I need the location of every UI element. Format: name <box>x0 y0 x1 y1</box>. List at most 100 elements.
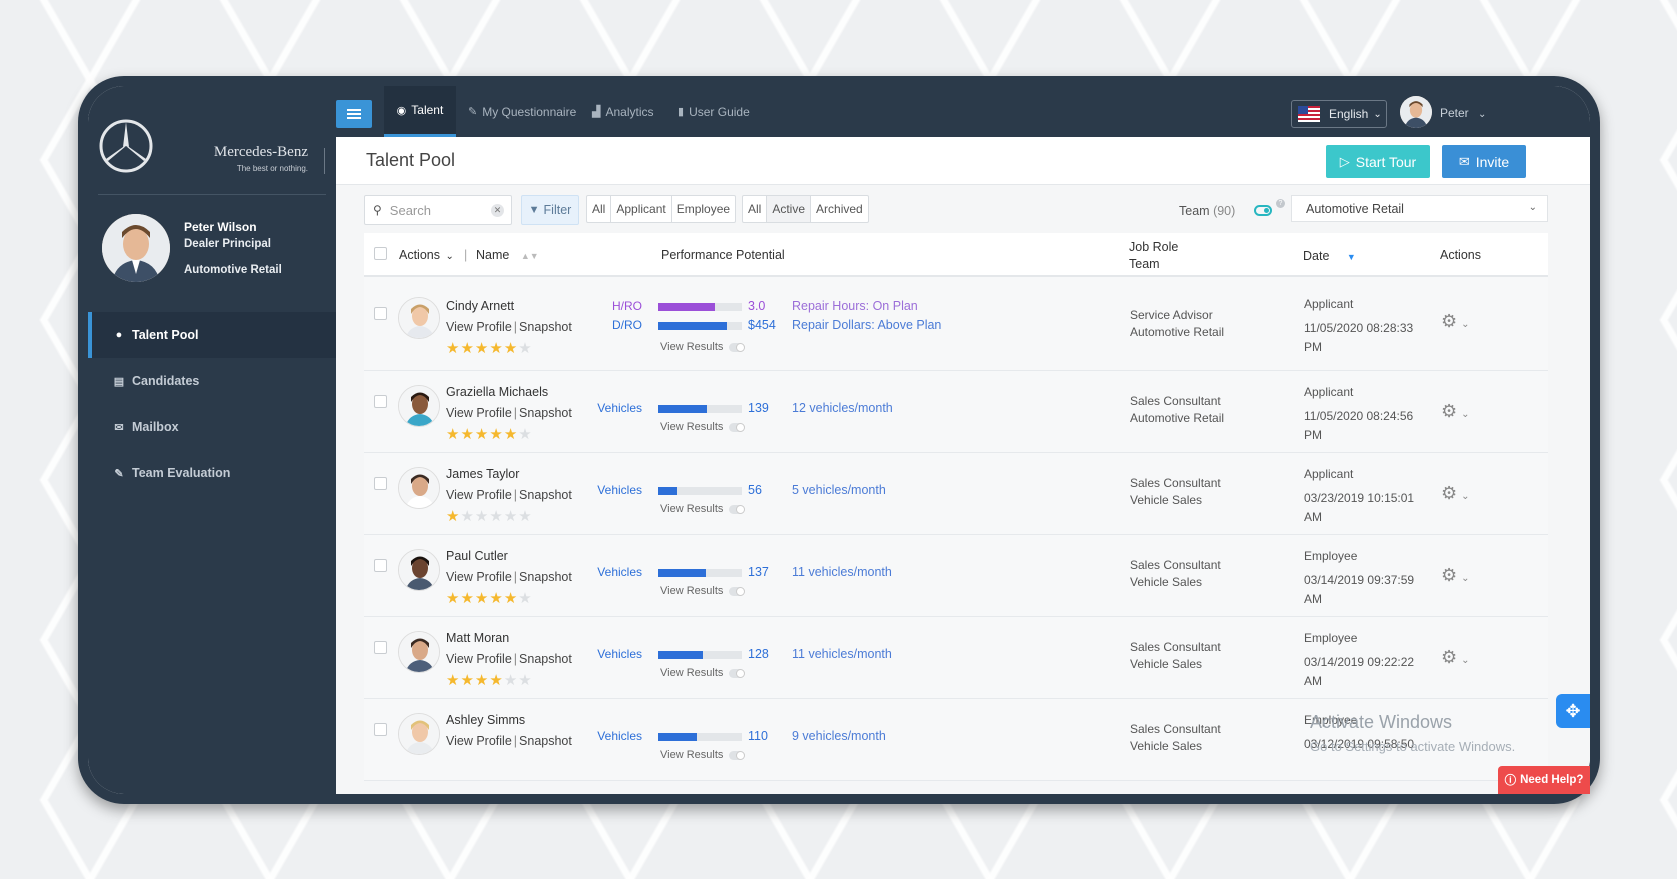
view-results-toggle[interactable] <box>729 750 746 760</box>
date-sort[interactable]: Date ▼ <box>1303 249 1356 263</box>
table-row[interactable]: Matt Moran View Profile | Snapshot ★★★★★★ Veh… <box>364 617 1548 699</box>
row-checkbox[interactable] <box>374 477 387 490</box>
view-results-toggle[interactable] <box>729 422 746 432</box>
view-profile-link[interactable]: View Profile <box>446 570 512 584</box>
table-row[interactable]: Ashley Simms View Profile | Snapshot Vehicle… <box>364 699 1548 781</box>
invite-button[interactable]: ✉ Invite <box>1442 145 1526 178</box>
language-select[interactable]: English ⌄ <box>1291 100 1387 128</box>
need-help-button[interactable]: ⓘ Need Help? <box>1498 766 1590 794</box>
view-results[interactable]: View Results <box>660 585 746 597</box>
candidate-status: Employee <box>1304 713 1358 727</box>
view-profile-link[interactable]: View Profile <box>446 488 512 502</box>
date-cell: Employee 03/12/2019 09:58:50 <box>1304 711 1424 754</box>
sidebar-divider <box>98 194 326 195</box>
row-actions-menu[interactable]: ⚙ ⌄ <box>1441 401 1470 422</box>
actions-dropdown[interactable]: Actions ⌄ <box>399 248 454 262</box>
candidate-avatar[interactable] <box>398 297 440 339</box>
clear-search-icon[interactable]: ✕ <box>491 204 504 217</box>
view-results[interactable]: View Results <box>660 667 746 679</box>
candidate-avatar[interactable] <box>398 713 440 755</box>
row-checkbox[interactable] <box>374 559 387 572</box>
view-profile-link[interactable]: View Profile <box>446 652 512 666</box>
row-actions-menu[interactable]: ⚙ ⌄ <box>1441 565 1470 586</box>
table-row[interactable]: James Taylor View Profile | Snapshot ★★★★★★ V… <box>364 453 1548 535</box>
person-avatar-icon <box>399 386 439 426</box>
table-row[interactable]: Cindy Arnett View Profile | Snapshot ★★★★★★ H… <box>364 277 1548 371</box>
status-option-all[interactable]: All <box>743 196 768 222</box>
profile-name: Peter Wilson <box>184 220 257 234</box>
candidate-name: Ashley Simms <box>446 713 526 727</box>
candidate-avatar[interactable] <box>398 385 440 427</box>
row-actions-menu[interactable]: ⚙ ⌄ <box>1441 483 1470 504</box>
filter-button[interactable]: ▼ Filter <box>521 195 579 225</box>
person-avatar-icon <box>1400 96 1432 128</box>
view-results-toggle[interactable] <box>729 342 746 352</box>
search-input[interactable]: Search <box>389 202 431 218</box>
row-checkbox[interactable] <box>374 723 387 736</box>
view-results-toggle[interactable] <box>729 668 746 678</box>
table-row[interactable]: Paul Cutler View Profile | Snapshot ★★★★★★ Ve… <box>364 535 1548 617</box>
start-tour-button[interactable]: ▷ Start Tour <box>1326 145 1430 178</box>
star-icon: ★ <box>474 590 490 607</box>
view-results[interactable]: View Results <box>660 749 746 761</box>
status-option-active[interactable]: Active <box>767 196 812 222</box>
view-results-label: View Results <box>660 503 724 515</box>
view-results-toggle[interactable] <box>729 504 746 514</box>
user-avatar[interactable] <box>1400 96 1432 128</box>
tab-my-questionnaire[interactable]: ✎ My Questionnaire <box>468 86 576 137</box>
view-results[interactable]: View Results <box>660 503 746 515</box>
view-results-toggle[interactable] <box>729 586 746 596</box>
candidate-status: Employee <box>1304 631 1358 645</box>
table-row[interactable]: Graziella Michaels View Profile | Snapshot ★… <box>364 371 1548 453</box>
row-checkbox[interactable] <box>374 395 387 408</box>
snapshot-link[interactable]: Snapshot <box>519 652 572 666</box>
status-option-archived[interactable]: Archived <box>816 202 863 216</box>
name-sort[interactable]: Name ▲▼ <box>476 248 539 262</box>
view-profile-link[interactable]: View Profile <box>446 734 512 748</box>
link-divider: | <box>513 570 518 584</box>
star-icon: ★ <box>518 672 533 689</box>
help-icon[interactable]: ? <box>1276 199 1285 208</box>
view-results[interactable]: View Results <box>660 421 746 433</box>
candidate-avatar[interactable] <box>398 467 440 509</box>
tab-talent[interactable]: ◉ Talent <box>384 86 456 137</box>
type-option-all[interactable]: All <box>587 196 612 222</box>
snapshot-link[interactable]: Snapshot <box>519 570 572 584</box>
snapshot-link[interactable]: Snapshot <box>519 320 572 334</box>
tab-analytics[interactable]: ▟ Analytics <box>592 86 654 137</box>
tab-user-guide[interactable]: ▮ User Guide <box>678 86 750 137</box>
team-name: Vehicle Sales <box>1130 739 1203 753</box>
star-icon: ★ <box>518 340 533 357</box>
view-profile-link[interactable]: View Profile <box>446 320 512 334</box>
view-profile-link[interactable]: View Profile <box>446 406 512 420</box>
select-all-checkbox[interactable] <box>374 247 387 260</box>
type-option-employee[interactable]: Employee <box>676 202 731 216</box>
view-results[interactable]: View Results <box>660 341 746 353</box>
sidebar-item-mailbox[interactable]: ✉ Mailbox <box>88 404 336 450</box>
snapshot-link[interactable]: Snapshot <box>519 406 572 420</box>
candidate-time-period: AM <box>1304 674 1322 688</box>
star-icon: ★ <box>503 590 519 607</box>
candidate-avatar[interactable] <box>398 549 440 591</box>
move-icon[interactable]: ✥ <box>1556 694 1590 728</box>
sidebar-item-talent-pool[interactable]: ● Talent Pool <box>88 312 336 358</box>
snapshot-link[interactable]: Snapshot <box>519 734 572 748</box>
sidebar-item-team-evaluation[interactable]: ✎ Team Evaluation <box>88 450 336 496</box>
type-option-applicant[interactable]: Applicant <box>611 196 672 222</box>
chevron-down-icon: ⌄ <box>1528 202 1537 213</box>
sidebar-item-label: Team Evaluation <box>132 466 231 480</box>
row-actions-menu[interactable]: ⚙ ⌄ <box>1441 647 1470 668</box>
sidebar-item-candidates[interactable]: ▤ Candidates <box>88 358 336 404</box>
team-select[interactable]: Automotive Retail ⌄ <box>1291 195 1548 222</box>
row-checkbox[interactable] <box>374 641 387 654</box>
menu-toggle-button[interactable] <box>336 100 372 128</box>
job-role: Sales Consultant <box>1130 476 1221 490</box>
snapshot-link[interactable]: Snapshot <box>519 488 572 502</box>
team-toggle[interactable] <box>1254 205 1272 216</box>
profile-avatar[interactable] <box>102 214 170 282</box>
row-checkbox[interactable] <box>374 307 387 320</box>
user-menu[interactable]: Peter ⌄ <box>1440 106 1486 120</box>
candidate-avatar[interactable] <box>398 631 440 673</box>
row-actions-menu[interactable]: ⚙ ⌄ <box>1441 311 1470 332</box>
edit-icon: ✎ <box>114 467 124 480</box>
